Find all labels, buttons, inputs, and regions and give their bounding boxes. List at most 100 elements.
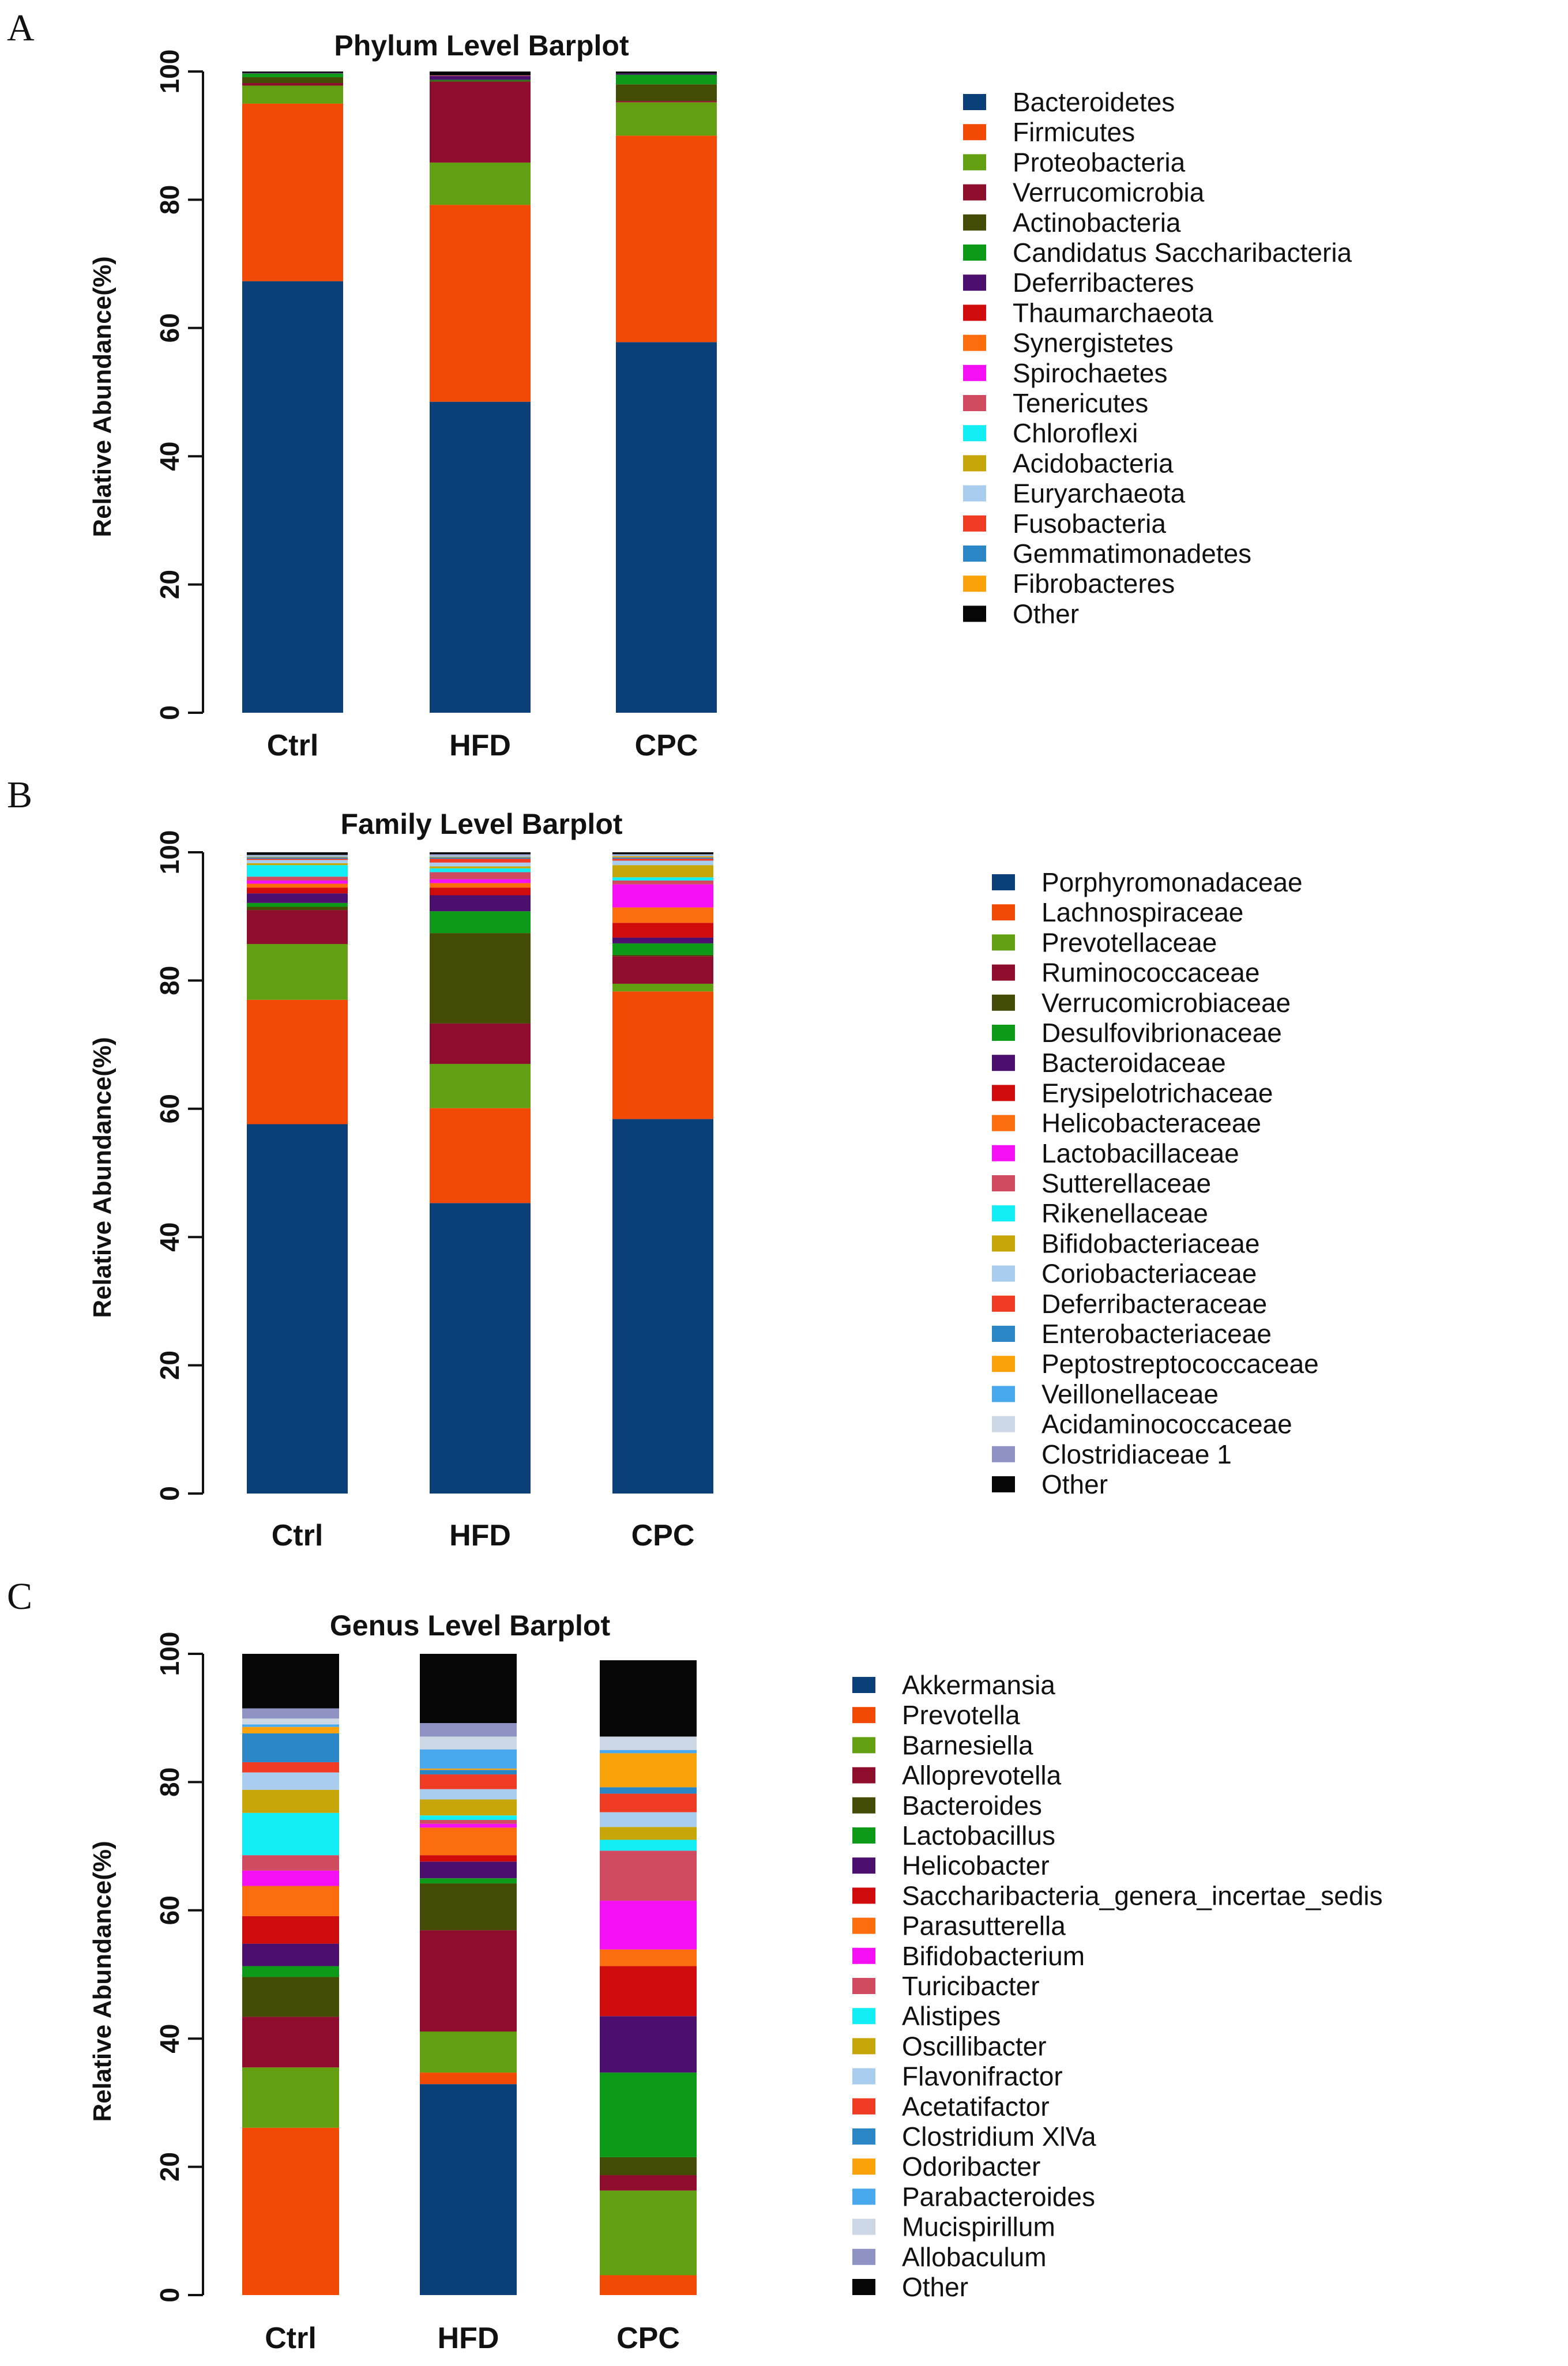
- genus-bar-hfd-akkermansia: [420, 2084, 517, 2295]
- family-bar-cpc-rikenellaceae: [612, 877, 713, 881]
- genus-legend-swatch: [852, 1887, 875, 1904]
- genus-legend-label: Akkermansia: [902, 1670, 1055, 1700]
- family-bar-ctrl-enterobacteriaceae: [247, 857, 348, 859]
- family-bar-cpc-desulfovibrionaceae: [612, 943, 713, 955]
- phylum-bar-hfd-other: [430, 72, 531, 76]
- genus-bar-ctrl-helicobacter: [242, 1943, 339, 1966]
- genus-bar-hfd-parasutterella: [420, 1827, 517, 1856]
- family-legend-swatch: [992, 1055, 1015, 1071]
- family-legend-label: Rikenellaceae: [1041, 1198, 1208, 1228]
- family-chart-title: Family Level Barplot: [340, 808, 622, 840]
- phylum-bar-hfd-deferribacteres: [430, 76, 531, 80]
- genus-bar-cpc-prevotella: [600, 2275, 697, 2295]
- genus-bar-cpc-other: [600, 1660, 697, 1737]
- family-legend-swatch: [992, 1145, 1015, 1161]
- family-bar-cpc-erysipelotrichaceae: [612, 923, 713, 938]
- genus-legend-swatch: [852, 2248, 875, 2265]
- family-legend-label: Veillonellaceae: [1041, 1379, 1219, 1409]
- phylum-legend-swatch: [963, 304, 986, 321]
- genus-bar-hfd-prevotella: [420, 2072, 517, 2085]
- genus-legend-swatch: [852, 1677, 875, 1693]
- family-legend-swatch: [992, 1295, 1015, 1312]
- genus-bar-hfd-helicobacter: [420, 1861, 517, 1879]
- genus-legend-swatch: [852, 1827, 875, 1844]
- family-bar-cpc-enterobacteriaceae: [612, 857, 713, 859]
- family-bar-ctrl-bacteroidaceae: [247, 893, 348, 903]
- phylum-legend-swatch: [963, 425, 986, 442]
- phylum-legend-label: Proteobacteria: [1013, 147, 1186, 177]
- family-bar-hfd-sutterellaceae: [430, 872, 531, 879]
- genus-bar-ctrl-alloprevotella: [242, 2017, 339, 2068]
- phylum-bar-ctrl-actinobacteria: [242, 77, 343, 84]
- genus-bar-ctrl-other: [242, 1654, 339, 1709]
- phylum-bar-ctrl-firmicutes: [242, 103, 343, 281]
- genus-bar-cpc-saccharibacteria-genera-incertae-sedis: [600, 1966, 697, 2017]
- family-bar-ctrl-desulfovibrionaceae: [247, 902, 348, 907]
- family-bar-ctrl-ruminococcaceae: [247, 910, 348, 945]
- genus-bar-hfd-bifidobacterium: [420, 1823, 517, 1828]
- genus-y-tick-label: 0: [155, 2288, 185, 2303]
- phylum-legend-swatch: [963, 124, 986, 141]
- genus-bar-hfd-allobaculum: [420, 1723, 517, 1737]
- family-bar-hfd-erysipelotrichaceae: [430, 887, 531, 896]
- genus-legend-label: Allobaculum: [902, 2242, 1047, 2272]
- family-y-tick-label: 80: [155, 966, 185, 995]
- family-bar-cpc-deferribacteraceae: [612, 859, 713, 861]
- genus-bar-ctrl-saccharibacteria-genera-incertae-sedis: [242, 1916, 339, 1944]
- genus-legend-swatch: [852, 2128, 875, 2145]
- family-legend-label: Porphyromonadaceae: [1041, 867, 1303, 897]
- genus-bar-ctrl-clostridium-xlva: [242, 1733, 339, 1762]
- genus-bar-ctrl-parabacteroides: [242, 1724, 339, 1727]
- genus-bar-ctrl-prevotella: [242, 2127, 339, 2295]
- phylum-legend-label: Synergistetes: [1013, 328, 1174, 358]
- genus-legend-swatch: [852, 2008, 875, 2025]
- family-bar-ctrl-rikenellaceae: [247, 865, 348, 877]
- family-legend-label: Coriobacteriaceae: [1041, 1259, 1257, 1289]
- genus-legend-label: Flavonifractor: [902, 2062, 1063, 2092]
- genus-legend-swatch: [852, 1737, 875, 1754]
- genus-bar-hfd-parabacteroides: [420, 1749, 517, 1769]
- genus-legend-label: Helicobacter: [902, 1850, 1050, 1880]
- genus-legend-label: Alloprevotella: [902, 1761, 1062, 1791]
- phylum-bar-hfd-firmicutes: [430, 205, 531, 402]
- phylum-legend-swatch: [963, 395, 986, 411]
- phylum-chart: Phylum Level Barplot Relative Abundance(…: [88, 29, 1352, 762]
- phylum-bar-cpc-proteobacteria: [616, 102, 717, 136]
- phylum-bar-ctrl-bacteroidetes: [242, 281, 343, 713]
- family-x-tick-label: CPC: [631, 1519, 695, 1552]
- genus-bar-ctrl-flavonifractor: [242, 1772, 339, 1790]
- genus-legend-label: Turicibacter: [902, 1971, 1040, 2001]
- genus-legend-label: Lactobacillus: [902, 1820, 1055, 1850]
- panel-label-b: B: [7, 774, 32, 816]
- family-bar-cpc-sutterellaceae: [612, 880, 713, 885]
- genus-bar-ctrl-alistipes: [242, 1812, 339, 1856]
- genus-y-tick-label: 20: [155, 2152, 185, 2181]
- family-y-axis-label: Relative Abundance(%): [88, 1037, 116, 1318]
- family-bar-ctrl-helicobacteraceae: [247, 883, 348, 888]
- family-bar-ctrl-lactobacillaceae: [247, 880, 348, 884]
- genus-legend-label: Acetatifactor: [902, 2092, 1050, 2121]
- phylum-legend-label: Actinobacteria: [1013, 208, 1181, 238]
- phylum-legend-swatch: [963, 184, 986, 201]
- genus-bar-cpc-odoribacter: [600, 1753, 697, 1788]
- family-bar-hfd-porphyromonadaceae: [430, 1203, 531, 1494]
- family-legend-swatch: [992, 1386, 1015, 1402]
- family-bar-hfd-enterobacteriaceae: [430, 857, 531, 859]
- genus-legend-label: Oscillibacter: [902, 2031, 1047, 2061]
- family-bar-hfd-lactobacillaceae: [430, 879, 531, 883]
- phylum-y-tick-label: 20: [155, 570, 185, 599]
- phylum-bar-cpc-verrucomicrobia: [616, 101, 717, 103]
- phylum-legend-swatch: [963, 575, 986, 592]
- family-bar-hfd-verrucomicrobiaceae: [430, 933, 531, 1024]
- genus-legend-label: Bacteroides: [902, 1791, 1042, 1820]
- family-legend-swatch: [992, 1025, 1015, 1041]
- phylum-legend-swatch: [963, 245, 986, 261]
- genus-legend-label: Saccharibacteria_genera_incertae_sedis: [902, 1880, 1383, 1910]
- genus-legend-swatch: [852, 1947, 875, 1964]
- family-legend-swatch: [992, 1175, 1015, 1191]
- phylum-bar-ctrl-other: [242, 72, 343, 73]
- family-legend-swatch: [992, 1085, 1015, 1101]
- family-bar-hfd-other: [430, 852, 531, 855]
- phylum-x-tick-label: HFD: [449, 729, 511, 762]
- family-bar-cpc-prevotellaceae: [612, 983, 713, 992]
